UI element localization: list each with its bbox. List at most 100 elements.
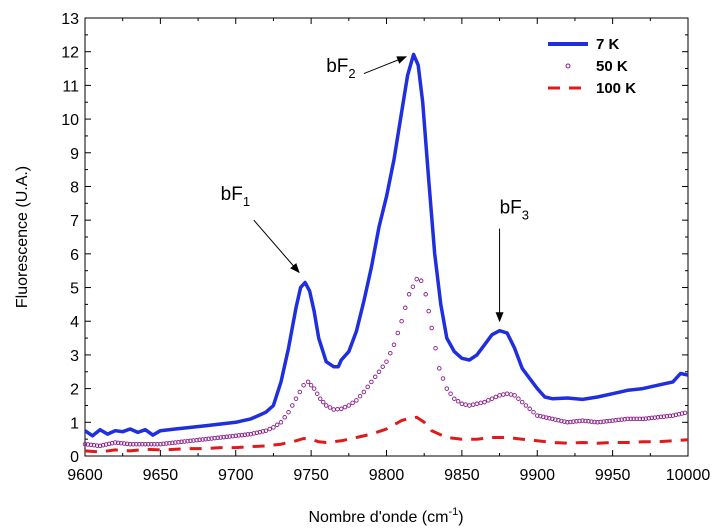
x-tick-label: 9850 [444,467,480,484]
data-point [301,382,306,388]
data-point [478,400,483,406]
data-point [628,416,633,422]
data-point [372,374,378,380]
data-point [112,440,118,445]
data-point [118,440,124,446]
x-tick-label: 9800 [369,467,405,484]
data-point [568,419,573,425]
data-point [130,441,136,447]
y-tick-label: 10 [61,112,79,129]
data-point [278,420,284,425]
data-point [100,442,106,448]
data-point [257,429,263,435]
data-point [395,330,401,336]
data-point [365,384,370,390]
data-point [274,422,280,428]
data-point [376,369,382,375]
data-point [218,435,223,440]
data-point [550,416,555,422]
x-tick-label: 10000 [666,467,711,484]
y-tick-label: 8 [70,179,79,196]
data-point [544,415,549,420]
data-point [577,418,582,424]
data-point [613,418,618,423]
data-point [188,438,193,444]
data-point [637,416,643,422]
data-point [565,420,570,425]
data-point [146,441,151,447]
data-point [444,386,450,391]
data-point [305,379,311,385]
data-point [297,389,303,395]
data-point [179,439,184,445]
data-point [161,441,166,447]
data-point [167,440,172,446]
data-point [308,382,314,388]
data-point [559,418,564,424]
data-point [115,440,121,446]
data-point [158,441,163,447]
data-point [583,418,588,424]
data-point [91,442,97,448]
data-point [589,419,594,424]
y-tick-label: 6 [70,247,79,264]
legend-label: 100 K [596,80,636,97]
data-point [221,434,226,440]
data-point [527,406,532,412]
data-point [103,442,109,447]
data-point [652,415,658,420]
series-50k [82,276,688,449]
data-point [286,409,291,415]
data-point [595,420,600,425]
data-point [440,376,446,381]
data-point [127,441,133,447]
data-point [655,415,661,420]
data-point [106,441,112,447]
data-point [311,386,317,391]
data-point [173,440,178,445]
x-axis-title-sup: -1 [448,506,458,518]
data-point [388,350,393,356]
data-point [206,436,211,442]
data-point [437,366,442,371]
data-point [399,318,404,324]
data-point [233,433,239,439]
data-point [293,396,299,401]
y-tick-label: 1 [70,415,79,432]
data-point [631,416,636,422]
y-tick-label: 9 [70,146,79,163]
y-axis-title: Fluorescence (U.A.) [14,166,31,308]
data-point [380,364,385,369]
x-tick-label: 9750 [293,467,329,484]
x-tick-label: 9600 [67,467,103,484]
data-point [176,439,181,445]
data-point [562,419,567,424]
data-point [497,393,502,398]
data-point [227,434,232,439]
data-point [149,441,154,447]
data-point [426,308,431,314]
data-point [423,292,428,297]
data-point [504,391,510,396]
data-point [203,436,208,442]
data-point [346,403,352,408]
data-point [260,429,266,434]
data-point [143,441,148,447]
series-7k-line [84,52,689,438]
data-point [137,441,142,447]
data-point [391,342,397,348]
data-point [467,403,472,408]
data-point [339,406,344,412]
data-point [463,402,468,407]
data-point [658,414,664,420]
data-point [185,438,190,444]
data-point [97,443,103,449]
data-point [646,416,652,421]
data-point [452,396,457,401]
annotations: bF1 bF2 bF3 [221,56,529,323]
data-point [194,437,199,443]
y-tick-label: 3 [70,348,79,365]
data-point [508,392,514,397]
data-point [676,411,682,417]
peak-label-sub: 1 [243,194,250,209]
